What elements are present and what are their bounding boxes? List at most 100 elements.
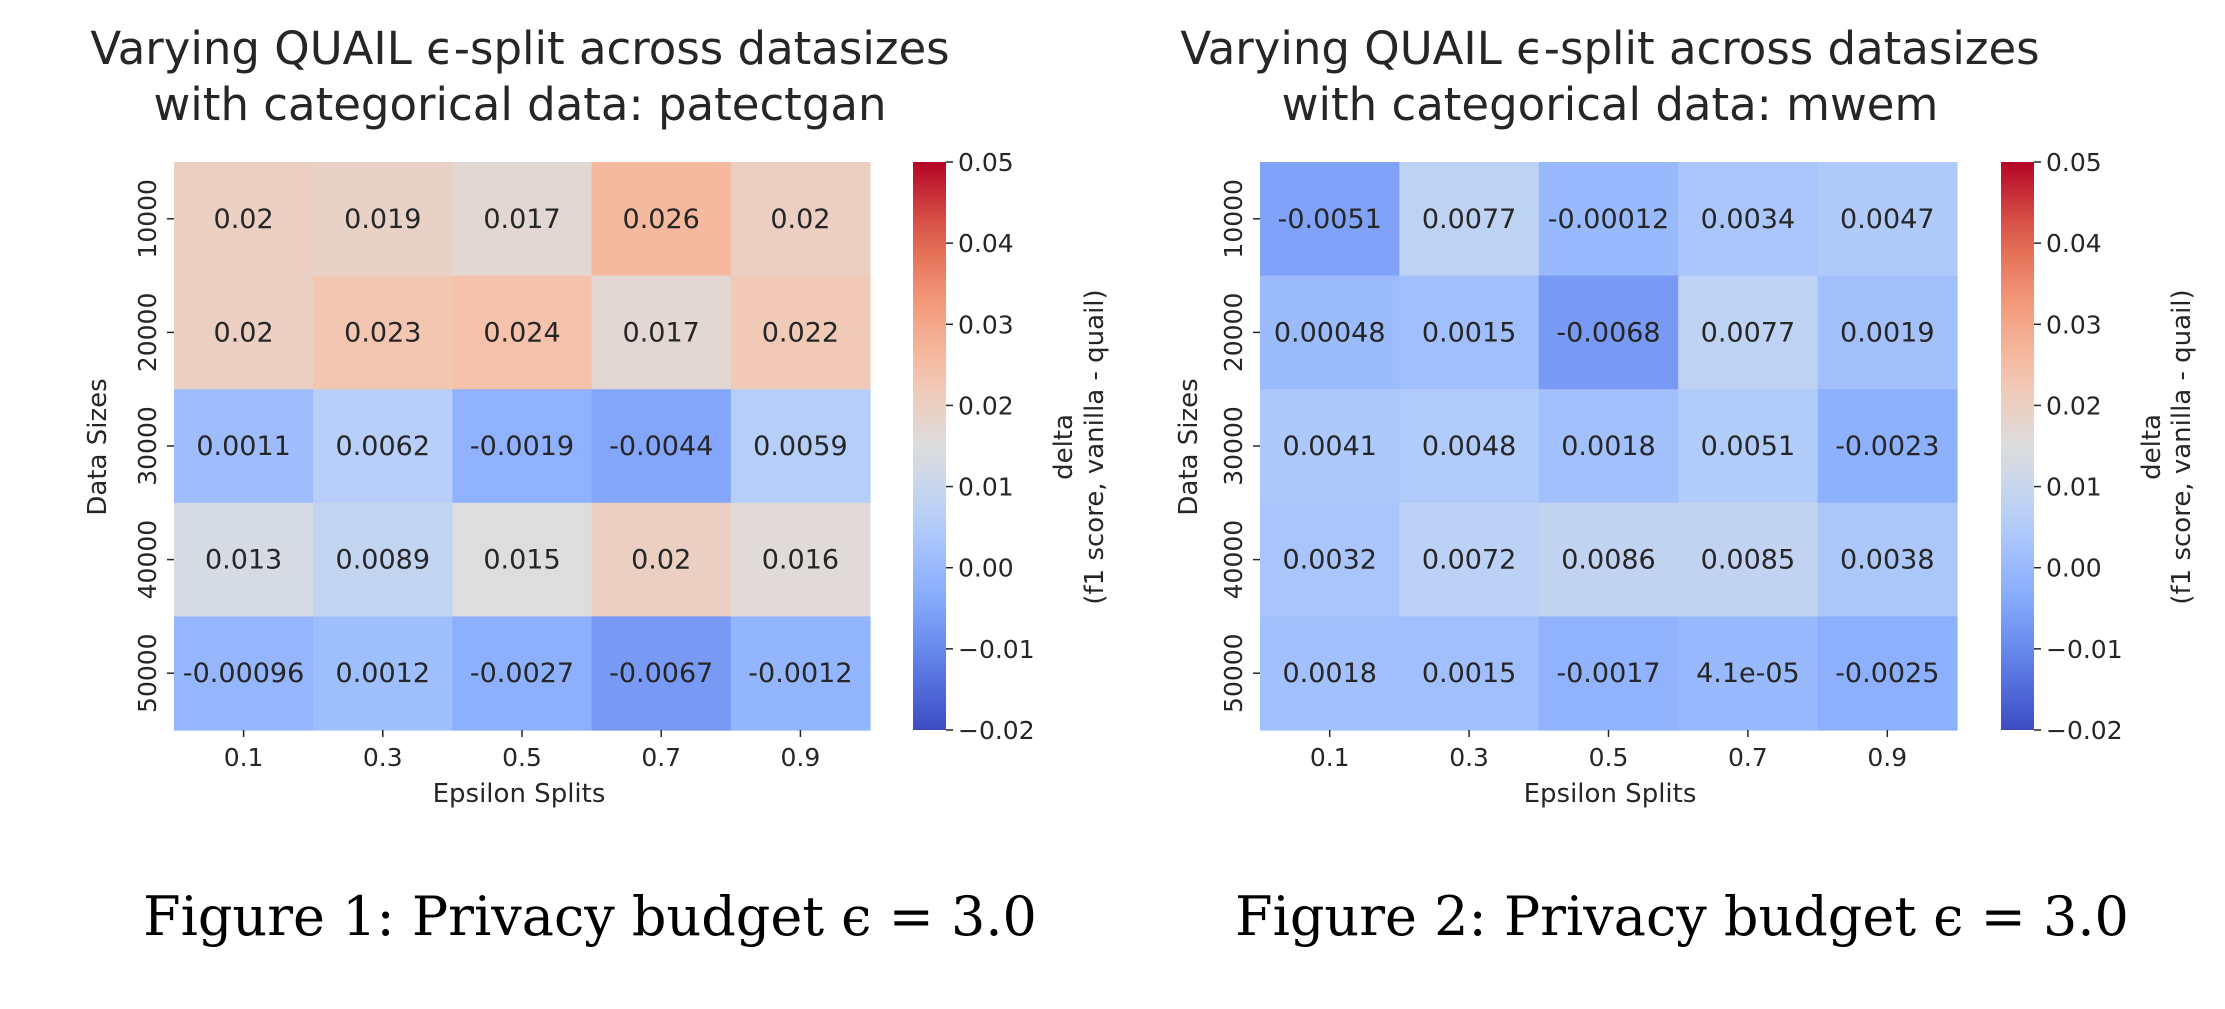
y-tick-label: 20000 [1219,293,1248,373]
figure-caption: Figure 2: Privacy budget ϵ = 3.0 [1235,885,2129,948]
heatmap-cell [1260,616,1400,731]
cell-value-label: 0.023 [344,317,421,348]
cell-value-label: 0.0019 [1840,317,1934,348]
colorbar-tick-label: 0.01 [958,473,1014,502]
x-tick-label: 0.7 [1728,743,1768,772]
chart-title-line-1: Varying QUAIL ϵ-split across datasizes [90,22,949,75]
heatmap-cell [1678,502,1819,617]
y-tick-label: 10000 [133,179,162,259]
cell-value-label: 0.0062 [336,431,430,462]
cell-value-label: 4.1e-05 [1696,658,1800,689]
colorbar-tick-label: −0.02 [2046,716,2123,745]
cell-value-label: 0.0047 [1840,204,1934,235]
cell-value-label: 0.0072 [1422,545,1516,576]
heatmap-cell-labels: 0.02 0.019 0.017 0.026 0.02 0.02 0.023 0.024 0.0… [183,204,853,689]
colorbar [2001,162,2034,730]
colorbar-tick-label: 0.03 [2046,310,2102,339]
heatmap-cell [1817,389,1958,504]
heatmap-cell [313,502,453,617]
cell-value-label: 0.0012 [336,658,430,689]
cell-value-label: 0.013 [205,545,282,576]
heatmap-cell [1538,502,1679,617]
cell-value-label: 0.0018 [1561,431,1655,462]
colorbar-tick-label: 0.02 [2046,391,2102,420]
heatmap-cell [591,502,732,617]
colorbar-tick-label: 0.04 [958,229,1014,258]
cell-value-label: 0.019 [344,204,421,235]
heatmap-cell-labels: -0.0051 0.0077 -0.00012 0.0034 0.0047 0.00048… [1274,204,1940,689]
heatmap-cell [313,389,453,504]
heatmap-cell [1678,162,1819,277]
colorbar-tick-label: 0.01 [2046,473,2102,502]
cell-value-label: 0.0011 [196,431,290,462]
heatmap-cell [174,162,314,277]
chart-title-line-1: Varying QUAIL ϵ-split across datasizes [1180,22,2039,75]
cell-value-label: -0.0067 [609,658,713,689]
y-axis-label: Data Sizes [83,378,113,515]
y-tick-label: 30000 [1219,406,1248,486]
heatmap-cell [1538,275,1679,390]
cell-value-label: 0.0015 [1422,658,1516,689]
heatmap-cell [452,162,593,277]
heatmap-cell [1260,162,1400,277]
colorbar-tick-label: 0.03 [958,310,1014,339]
cell-value-label: -0.0051 [1278,204,1382,235]
cell-value-label: 0.016 [762,545,839,576]
cell-value-label: -0.0019 [470,431,574,462]
heatmap-cell [1817,275,1958,390]
x-tick-label: 0.9 [781,743,821,772]
chart-title-line-2: with categorical data: mwem [1282,78,1939,131]
y-axis-label: Data Sizes [1174,378,1204,515]
cell-value-label: 0.0041 [1282,431,1376,462]
x-axis-label: Epsilon Splits [1524,779,1697,809]
y-tick-label: 30000 [133,406,162,486]
heatmap-cell [1260,275,1400,390]
colorbar-tick-labels: 0.05 0.04 0.03 0.02 0.01 0.00 −0.01 −0.02 [946,148,1035,745]
colorbar-gradient [2001,162,2034,730]
heatmap-cell [730,502,871,617]
cell-value-label: 0.0038 [1840,545,1934,576]
cell-value-label: 0.0077 [1422,204,1516,235]
heatmap-cell [730,616,871,731]
cell-value-label: 0.0077 [1701,317,1795,348]
heatmap-cell [1399,616,1540,731]
colorbar-tick-label: −0.02 [958,716,1035,745]
x-tick-label: 0.1 [224,743,264,772]
heatmap-cell [174,502,314,617]
heatmap-cell [1817,502,1958,617]
x-tick-label: 0.5 [502,743,542,772]
cell-value-label: 0.0034 [1701,204,1795,235]
heatmap-cell [730,389,871,504]
y-tick-label: 20000 [133,293,162,373]
cell-value-label: -0.0044 [609,431,713,462]
cell-value-label: 0.0032 [1282,545,1376,576]
y-tick-label: 40000 [1219,520,1248,600]
colorbar-tick-label: 0.04 [2046,229,2102,258]
cell-value-label: 0.0018 [1282,658,1376,689]
colorbar-label-line-1: delta [1049,414,1079,480]
heatmap-cell [1817,616,1958,731]
x-axis-label: Epsilon Splits [433,779,606,809]
cell-value-label: 0.017 [623,317,700,348]
figure-caption: Figure 1: Privacy budget ϵ = 3.0 [143,885,1037,948]
heatmap-cell [1260,502,1400,617]
cell-value-label: -0.0012 [748,658,852,689]
heatmap-cell [1678,616,1819,731]
heatmap-cell [452,275,593,390]
x-tick-label: 0.5 [1589,743,1629,772]
cell-value-label: 0.0085 [1701,545,1795,576]
cell-value-label: 0.00048 [1274,317,1386,348]
cell-value-label: 0.02 [214,204,274,235]
cell-value-label: 0.02 [631,545,691,576]
colorbar-tick-label: 0.05 [958,148,1014,177]
heatmap-cell [1538,389,1679,504]
heatmap-cell [452,389,593,504]
heatmap-cell [452,616,593,731]
heatmap-cell [1399,502,1540,617]
heatmap-cell [730,275,871,390]
x-tick-label: 0.3 [363,743,403,772]
heatmap-cell [1399,275,1540,390]
colorbar-tick-label: −0.01 [2046,635,2123,664]
colorbar-tick-label: 0.02 [958,391,1014,420]
cell-value-label: 0.0089 [336,545,430,576]
